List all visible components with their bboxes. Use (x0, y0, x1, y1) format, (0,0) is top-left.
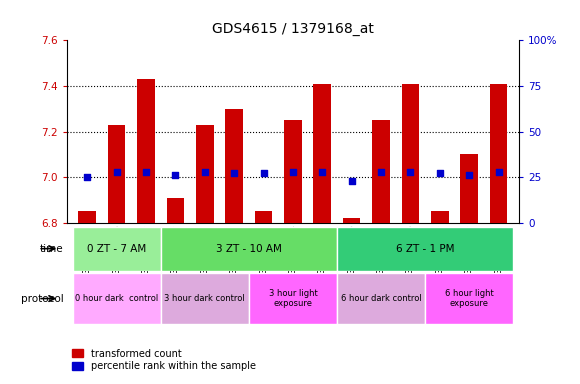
Text: 3 ZT - 10 AM: 3 ZT - 10 AM (216, 243, 282, 254)
Point (318, 169, 327, 175)
Bar (249, 273, 337, 324)
Bar (337, 273, 425, 324)
Bar (372, 120, 390, 223)
Text: GDS4615 / 1379168_at: GDS4615 / 1379168_at (212, 23, 374, 36)
Bar (161, 273, 249, 324)
Text: 6 hour dark control: 6 hour dark control (340, 294, 422, 303)
Bar (431, 211, 448, 223)
Text: 3 hour dark control: 3 hour dark control (164, 294, 245, 303)
Point (230, 170, 239, 177)
Point (347, 178, 356, 184)
Point (465, 172, 474, 179)
Bar (72, 273, 161, 324)
Text: 0 ZT - 7 AM: 0 ZT - 7 AM (87, 243, 146, 254)
Bar (196, 125, 213, 223)
Point (142, 169, 151, 175)
Bar (72, 227, 161, 271)
Point (82, 174, 92, 180)
Point (171, 172, 180, 179)
Point (259, 170, 268, 177)
Bar (461, 154, 478, 223)
Point (288, 169, 298, 175)
Text: 6 ZT - 1 PM: 6 ZT - 1 PM (396, 243, 454, 254)
Text: 6 hour light
exposure: 6 hour light exposure (445, 289, 494, 308)
Bar (78, 211, 96, 223)
Legend: transformed count, percentile rank within the sample: transformed count, percentile rank withi… (71, 349, 256, 371)
Bar (226, 109, 243, 223)
Bar (490, 84, 508, 223)
Point (112, 169, 121, 175)
Bar (284, 120, 302, 223)
Point (435, 170, 444, 177)
Bar (161, 227, 337, 271)
Text: 3 hour light
exposure: 3 hour light exposure (269, 289, 317, 308)
Point (200, 169, 209, 175)
Bar (108, 125, 125, 223)
Bar (343, 218, 360, 223)
Bar (337, 227, 513, 271)
Bar (137, 79, 155, 223)
Bar (255, 211, 273, 223)
Bar (425, 273, 513, 324)
Point (406, 169, 415, 175)
Bar (166, 198, 184, 223)
Point (494, 169, 503, 175)
Bar (313, 84, 331, 223)
Text: protocol: protocol (21, 293, 64, 304)
Point (376, 169, 386, 175)
Text: 0 hour dark  control: 0 hour dark control (75, 294, 158, 303)
Text: time: time (40, 243, 64, 254)
Bar (401, 84, 419, 223)
